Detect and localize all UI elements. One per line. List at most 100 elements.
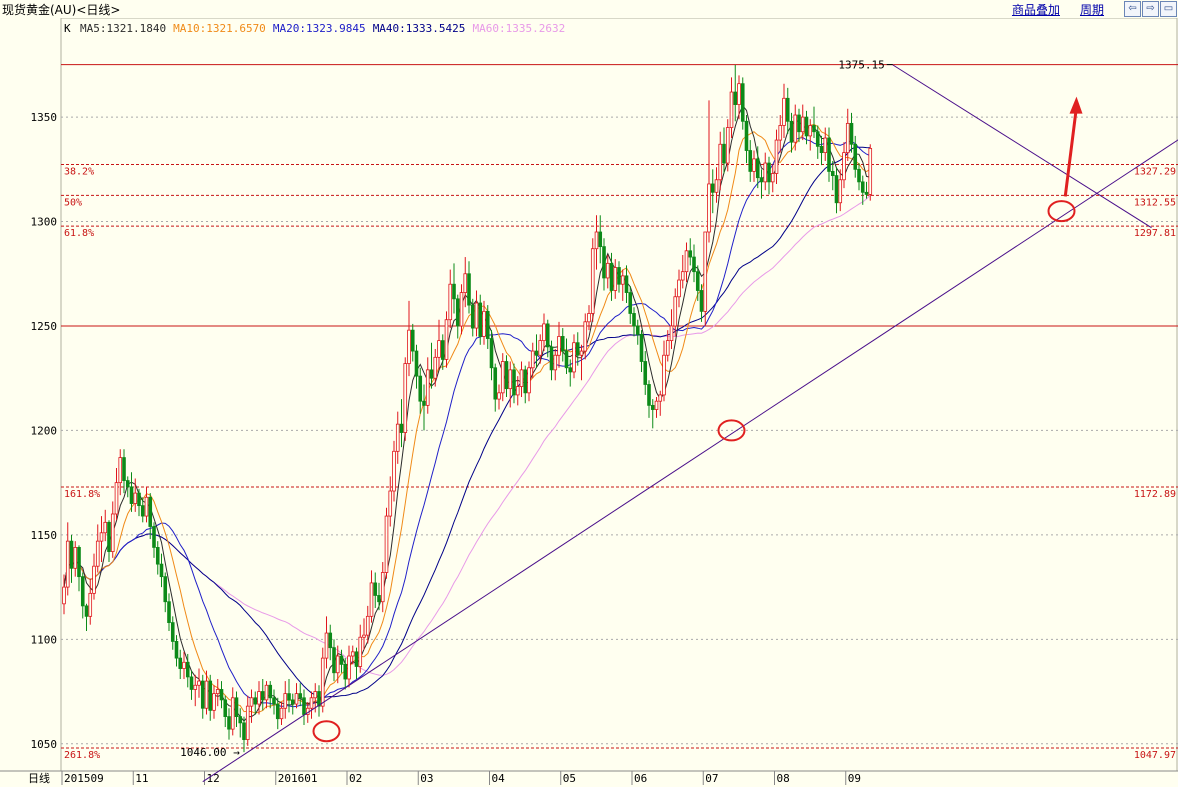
- candle-body: [65, 540, 70, 588]
- x-tick-label: 05: [563, 772, 576, 785]
- y-tick-label: 1300: [31, 216, 58, 229]
- candle-body: [440, 340, 445, 360]
- fib-price-label: 1047.97: [1134, 750, 1176, 761]
- candle-body: [740, 83, 745, 122]
- candle-body: [767, 162, 771, 183]
- candle-body: [122, 457, 126, 481]
- candle-body: [467, 273, 471, 306]
- candle-body: [598, 231, 603, 248]
- legend-ma60: MA60:1335.2632: [473, 22, 566, 35]
- top-toolbar: 商品叠加 周期 ⇦ ⇨ ▭: [1012, 0, 1178, 18]
- candle-body: [110, 513, 115, 552]
- candle-body: [185, 661, 190, 678]
- candle-body: [283, 693, 288, 709]
- candle-body: [455, 298, 460, 327]
- candle-body: [272, 697, 276, 705]
- candle-body: [347, 655, 351, 680]
- candle-body: [722, 143, 726, 164]
- candle-body: [309, 697, 314, 709]
- up-arrow-head: [1069, 96, 1083, 114]
- candle-body: [73, 547, 78, 569]
- candle-body: [197, 680, 201, 686]
- arrow-left-icon[interactable]: ⇦: [1124, 1, 1141, 17]
- ma20-line: [63, 137, 871, 708]
- candle-body: [827, 137, 831, 172]
- candle-body: [125, 480, 130, 488]
- candle-body: [317, 691, 321, 707]
- candle-body: [793, 114, 798, 143]
- arrow-right-icon[interactable]: ⇨: [1142, 1, 1159, 17]
- candle-body: [294, 693, 299, 705]
- candle-body: [834, 175, 839, 204]
- window-icon[interactable]: ▭: [1160, 1, 1177, 17]
- candle-body: [200, 680, 205, 709]
- candle-body: [759, 177, 764, 183]
- candle-body: [557, 336, 561, 356]
- candle-body: [605, 262, 610, 279]
- x-tick-label: 09: [848, 772, 861, 785]
- candle-body: [763, 162, 768, 183]
- candle-body: [365, 615, 370, 636]
- candle-body: [755, 158, 760, 179]
- y-tick-label: 1150: [31, 529, 58, 542]
- candle-body: [369, 582, 374, 617]
- candle-body: [527, 367, 531, 394]
- candle-body: [707, 183, 711, 233]
- candle-body: [178, 657, 183, 669]
- candle-body: [328, 632, 333, 649]
- candle-body: [620, 275, 625, 285]
- candle-body: [350, 651, 355, 657]
- y-tick-label: 1350: [31, 111, 58, 124]
- candle-body: [849, 122, 854, 145]
- overlay-link[interactable]: 商品叠加: [1011, 2, 1060, 17]
- candle-body: [808, 125, 813, 137]
- x-tick-label: 11: [135, 772, 148, 785]
- candle-body: [410, 329, 415, 352]
- candle-body: [133, 492, 138, 504]
- price-chart[interactable]: 1050 1100 1150 1200 1250 1300 1350 38.2% 1327.29…: [0, 18, 1178, 787]
- x-tick-label: 07: [705, 772, 718, 785]
- fib-pct-label: 38.2%: [64, 167, 94, 178]
- candle-body: [219, 689, 224, 701]
- candle-body: [137, 492, 141, 507]
- candle-body: [140, 505, 145, 517]
- candle-body: [489, 338, 494, 369]
- candle-body: [718, 143, 723, 181]
- candle-body: [257, 691, 261, 705]
- candle-body: [654, 400, 659, 410]
- candle-body: [662, 354, 666, 396]
- candle-body: [474, 302, 479, 329]
- candle-body: [429, 369, 434, 379]
- candle-body: [628, 292, 633, 314]
- candle-body: [80, 576, 85, 607]
- candle-body: [478, 302, 483, 337]
- candle-body: [785, 97, 790, 122]
- low-price-label: 1046.00 →: [180, 746, 240, 759]
- candle-body: [602, 246, 606, 279]
- candle-body: [215, 689, 220, 695]
- candle-body: [182, 661, 186, 669]
- candle-body: [62, 586, 66, 605]
- candle-body: [508, 369, 513, 390]
- candle-body: [680, 271, 685, 281]
- candle-body: [287, 693, 291, 701]
- candle-body: [470, 304, 475, 329]
- candle-body: [568, 367, 573, 373]
- candle-body: [444, 319, 449, 360]
- candle-body: [223, 699, 228, 718]
- fib-price-label: 1297.81: [1134, 228, 1176, 239]
- candle-body: [392, 450, 396, 492]
- candle-body: [639, 333, 644, 362]
- candle-body: [332, 647, 336, 674]
- candle-body: [290, 699, 295, 705]
- period-link[interactable]: 周期: [1079, 2, 1104, 17]
- candle-body: [212, 693, 216, 711]
- candle-body: [770, 173, 775, 183]
- candle-body: [452, 283, 456, 300]
- fib-pct-label: 50%: [64, 197, 82, 208]
- candle-body: [388, 490, 393, 517]
- candle-body: [669, 325, 674, 342]
- candle-body: [268, 684, 273, 699]
- candle-body: [812, 125, 816, 133]
- candle-body: [159, 563, 164, 578]
